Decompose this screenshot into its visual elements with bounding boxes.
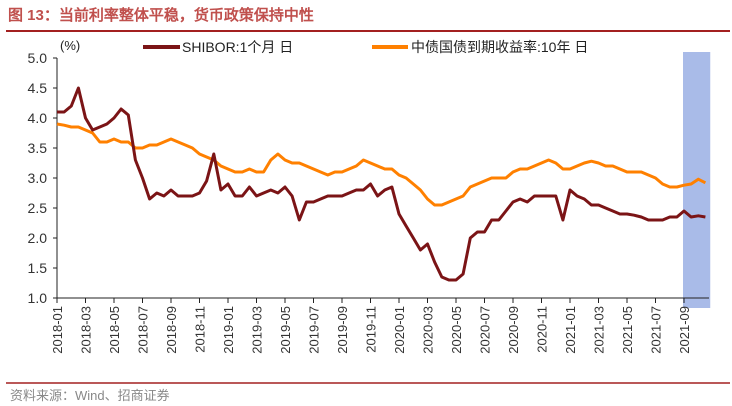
x-tick-label: 2018-07	[136, 306, 151, 354]
x-tick-label: 2020-05	[449, 306, 464, 354]
x-tick-label: 2019-03	[250, 306, 265, 354]
x-tick-label: 2020-11	[535, 306, 550, 353]
x-tick-label: 2021-03	[592, 306, 607, 354]
x-tick-label: 2018-03	[79, 306, 94, 354]
figure-title: 图 13：当前利率整体平稳，货币政策保持中性	[8, 6, 314, 24]
unit-label: (%)	[60, 38, 80, 53]
x-tick-label: 2020-01	[392, 306, 407, 354]
y-tick-label: 1.5	[28, 260, 48, 276]
y-axis: 1.0 1.5 2.0 2.5 3.0 3.5 4.0 4.5 5.0	[28, 50, 58, 306]
x-tick-label: 2018-05	[107, 306, 122, 354]
y-tick-label: 3.5	[28, 140, 48, 156]
x-tick-label: 2019-05	[278, 306, 293, 354]
x-tick-label: 2019-07	[307, 306, 322, 354]
y-tick-label: 5.0	[28, 50, 48, 66]
x-tick-label: 2020-09	[506, 306, 521, 354]
x-tick-label: 2021-05	[620, 306, 635, 354]
y-tick-label: 4.0	[28, 110, 48, 126]
series-line-shibor-1m	[57, 86, 706, 282]
y-tick-label: 4.5	[28, 80, 48, 96]
x-tick-label: 2021-01	[563, 306, 578, 354]
x-tick-label: 2019-09	[335, 306, 350, 354]
x-tick-label: 2021-09	[677, 306, 692, 354]
x-tick-label: 2020-07	[478, 306, 493, 354]
y-tick-label: 2.0	[28, 230, 48, 246]
y-tick-label: 2.5	[28, 200, 48, 216]
legend: SHIBOR:1个月 日 中债国债到期收益率:10年 日	[143, 39, 588, 55]
plot-lines	[56, 86, 707, 282]
x-tick-label: 2019-11	[364, 306, 379, 353]
x-tick-label: 2018-11	[193, 306, 208, 353]
x-tick-label: 2020-03	[421, 306, 436, 354]
series-line-bond-10y	[56, 122, 707, 207]
y-tick-label: 1.0	[28, 290, 48, 306]
x-tick-label: 2021-07	[649, 306, 664, 354]
source-note: 资料来源：Wind、招商证券	[10, 388, 170, 403]
y-tick-label: 3.0	[28, 170, 48, 186]
x-axis: 2018-01 2018-03 2018-05 2018-07 2018-09 2018-…	[50, 297, 709, 354]
x-tick-label: 2019-01	[221, 306, 236, 354]
x-tick-label: 2018-09	[164, 306, 179, 354]
legend-label-shibor: SHIBOR:1个月 日	[182, 39, 293, 55]
legend-label-bond: 中债国债到期收益率:10年 日	[411, 39, 588, 55]
x-tick-label: 2018-01	[50, 306, 65, 354]
